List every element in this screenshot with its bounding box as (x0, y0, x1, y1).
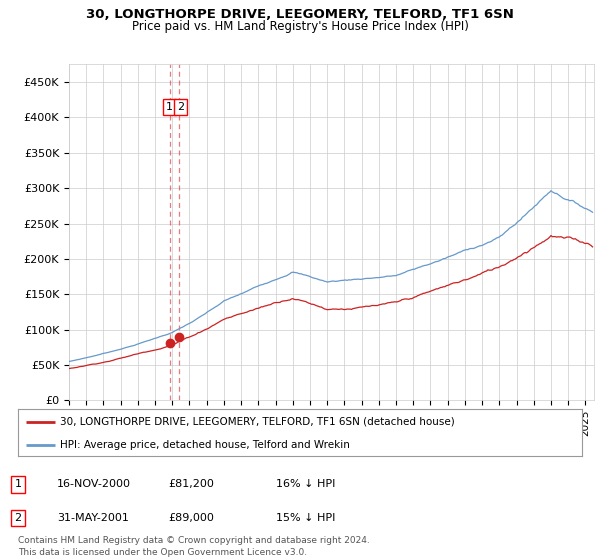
Text: 31-MAY-2001: 31-MAY-2001 (57, 513, 129, 523)
Text: Contains HM Land Registry data © Crown copyright and database right 2024.
This d: Contains HM Land Registry data © Crown c… (18, 536, 370, 557)
Text: 16% ↓ HPI: 16% ↓ HPI (276, 479, 335, 489)
Text: 30, LONGTHORPE DRIVE, LEEGOMERY, TELFORD, TF1 6SN (detached house): 30, LONGTHORPE DRIVE, LEEGOMERY, TELFORD… (60, 417, 455, 427)
Text: 1: 1 (14, 479, 22, 489)
Text: HPI: Average price, detached house, Telford and Wrekin: HPI: Average price, detached house, Telf… (60, 440, 350, 450)
Text: 2: 2 (14, 513, 22, 523)
Text: £89,000: £89,000 (168, 513, 214, 523)
Text: 16-NOV-2000: 16-NOV-2000 (57, 479, 131, 489)
Text: 1: 1 (166, 102, 173, 112)
Text: Price paid vs. HM Land Registry's House Price Index (HPI): Price paid vs. HM Land Registry's House … (131, 20, 469, 32)
Text: £81,200: £81,200 (168, 479, 214, 489)
Text: 30, LONGTHORPE DRIVE, LEEGOMERY, TELFORD, TF1 6SN: 30, LONGTHORPE DRIVE, LEEGOMERY, TELFORD… (86, 8, 514, 21)
Text: 2: 2 (176, 102, 184, 112)
Text: 15% ↓ HPI: 15% ↓ HPI (276, 513, 335, 523)
